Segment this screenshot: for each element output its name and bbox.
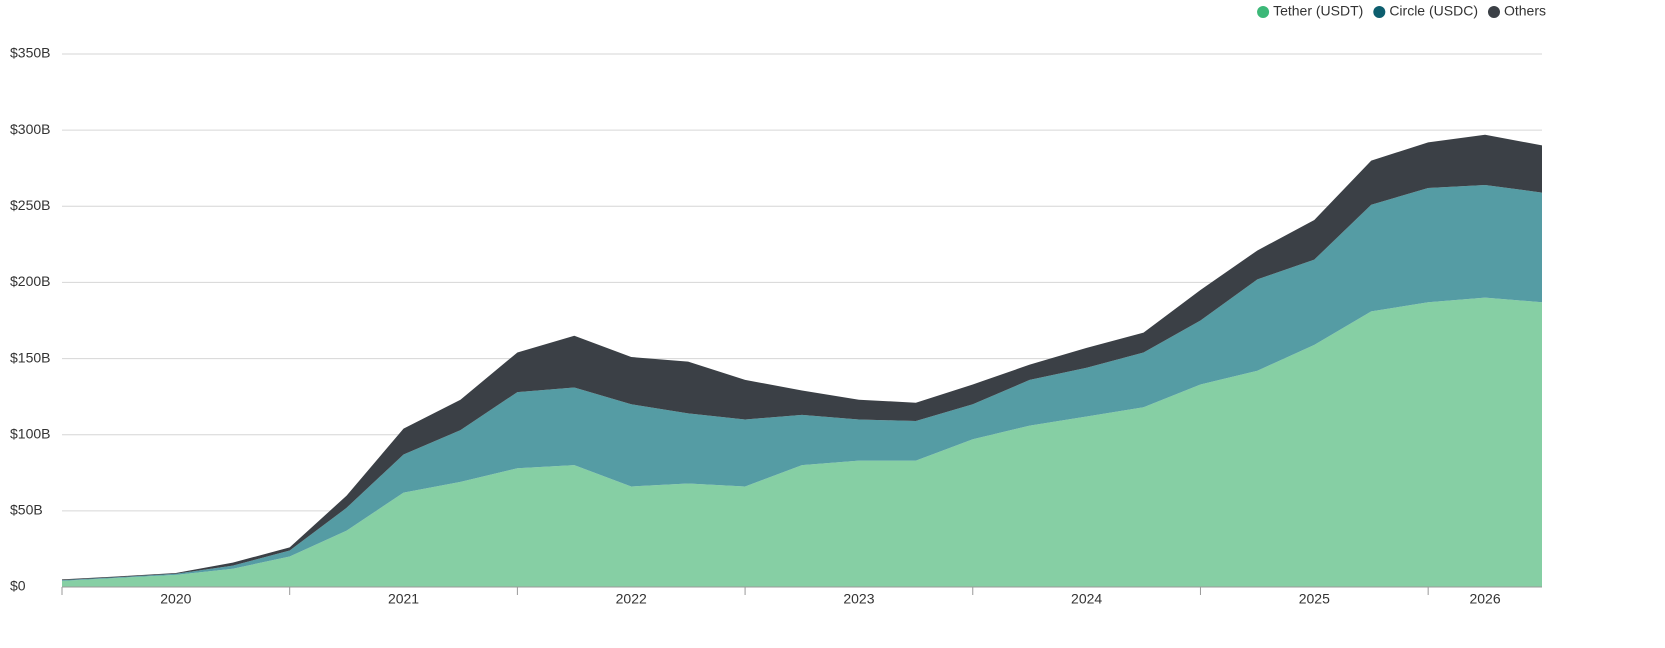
legend-label: Tether (USDT) <box>1273 3 1363 19</box>
y-tick-label: $250B <box>10 197 50 213</box>
y-tick-label: $0 <box>10 578 26 594</box>
y-tick-label: $200B <box>10 273 50 289</box>
y-tick-label: $300B <box>10 121 50 137</box>
legend-marker <box>1373 6 1386 18</box>
area <box>62 184 1542 581</box>
y-tick-label: $350B <box>10 45 50 61</box>
y-tick-label: $50B <box>10 502 43 518</box>
x-tick-label: 2023 <box>843 591 874 607</box>
legend-marker <box>1257 6 1270 18</box>
x-tick-label: 2024 <box>1071 591 1102 607</box>
x-tick-label: 2026 <box>1469 591 1500 607</box>
area <box>62 297 1542 587</box>
x-tick-label: 2025 <box>1299 591 1330 607</box>
legend-label: Circle (USDC) <box>1389 3 1478 19</box>
y-tick-label: $100B <box>10 425 50 441</box>
legend-label: Others <box>1504 3 1546 19</box>
x-tick-label: 2021 <box>388 591 419 607</box>
y-tick-label: $150B <box>10 349 50 365</box>
x-tick-label: 2022 <box>616 591 647 607</box>
x-tick-label: 2020 <box>160 591 191 607</box>
area <box>62 134 1542 581</box>
legend-marker <box>1487 6 1500 18</box>
